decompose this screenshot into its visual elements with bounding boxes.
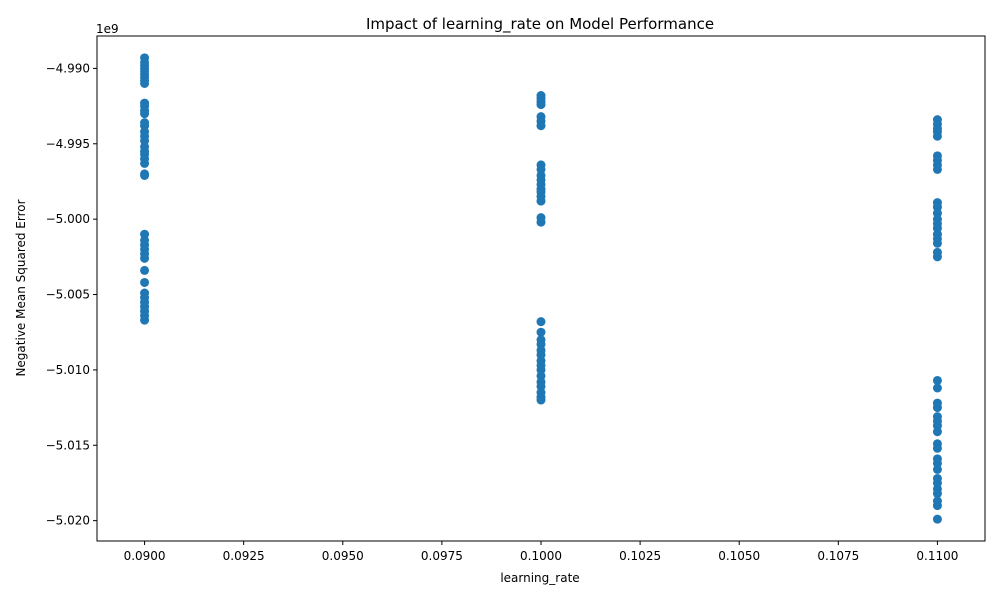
data-point — [932, 403, 942, 413]
plot-frame — [96, 35, 986, 542]
data-point — [932, 383, 942, 393]
y-tick-label: −5.020 — [46, 514, 90, 528]
data-point — [932, 252, 942, 262]
data-point — [932, 464, 942, 474]
x-tick-label: 0.0975 — [421, 549, 463, 563]
data-point — [536, 395, 546, 405]
x-tick-label: 0.1000 — [520, 549, 562, 563]
data-point — [932, 514, 942, 524]
data-point — [932, 238, 942, 248]
y-tick-label: −5.000 — [46, 212, 90, 226]
y-tick-label: −5.010 — [46, 363, 90, 377]
data-point — [932, 164, 942, 174]
data-point — [536, 217, 546, 227]
y-tick-label: −5.015 — [46, 438, 90, 452]
data-point — [536, 100, 546, 110]
x-tick-label: 0.0950 — [322, 549, 364, 563]
x-axis-ticks: 0.0900 0.0925 0.0950 0.0975 0.1000 0.1025 0.10… — [124, 541, 958, 563]
x-tick-label: 0.1100 — [916, 549, 958, 563]
x-tick-label: 0.1025 — [619, 549, 661, 563]
data-point — [140, 253, 150, 263]
x-tick-label: 0.0925 — [223, 549, 265, 563]
data-point — [932, 375, 942, 385]
x-tick-label: 0.1075 — [817, 549, 859, 563]
data-point — [932, 501, 942, 511]
data-point — [932, 489, 942, 499]
x-tick-label: 0.1050 — [718, 549, 760, 563]
data-point — [140, 315, 150, 325]
y-axis-ticks: −4.990 −4.995 −5.000 −5.005 −5.010 −5.015 −5.0… — [46, 61, 97, 528]
y-offset-text: 1e9 — [96, 22, 119, 36]
data-point — [140, 170, 150, 180]
data-point — [932, 427, 942, 437]
y-tick-label: −5.005 — [46, 288, 90, 302]
data-point — [140, 277, 150, 287]
data-point — [536, 327, 546, 337]
data-point — [140, 109, 150, 119]
data-point — [536, 196, 546, 206]
chart-title: Impact of learning_rate on Model Perform… — [366, 15, 714, 34]
y-tick-label: −4.990 — [46, 61, 90, 75]
x-tick-label: 0.0900 — [124, 549, 166, 563]
y-tick-label: −4.995 — [46, 137, 90, 151]
data-point — [140, 78, 150, 88]
data-point — [140, 158, 150, 168]
data-point — [140, 265, 150, 275]
data-points — [140, 53, 942, 524]
data-point — [932, 443, 942, 453]
y-axis-label: Negative Mean Squared Error — [14, 199, 28, 376]
x-axis-label: learning_rate — [500, 571, 579, 585]
data-point — [536, 317, 546, 327]
data-point — [536, 121, 546, 131]
data-point — [932, 131, 942, 141]
